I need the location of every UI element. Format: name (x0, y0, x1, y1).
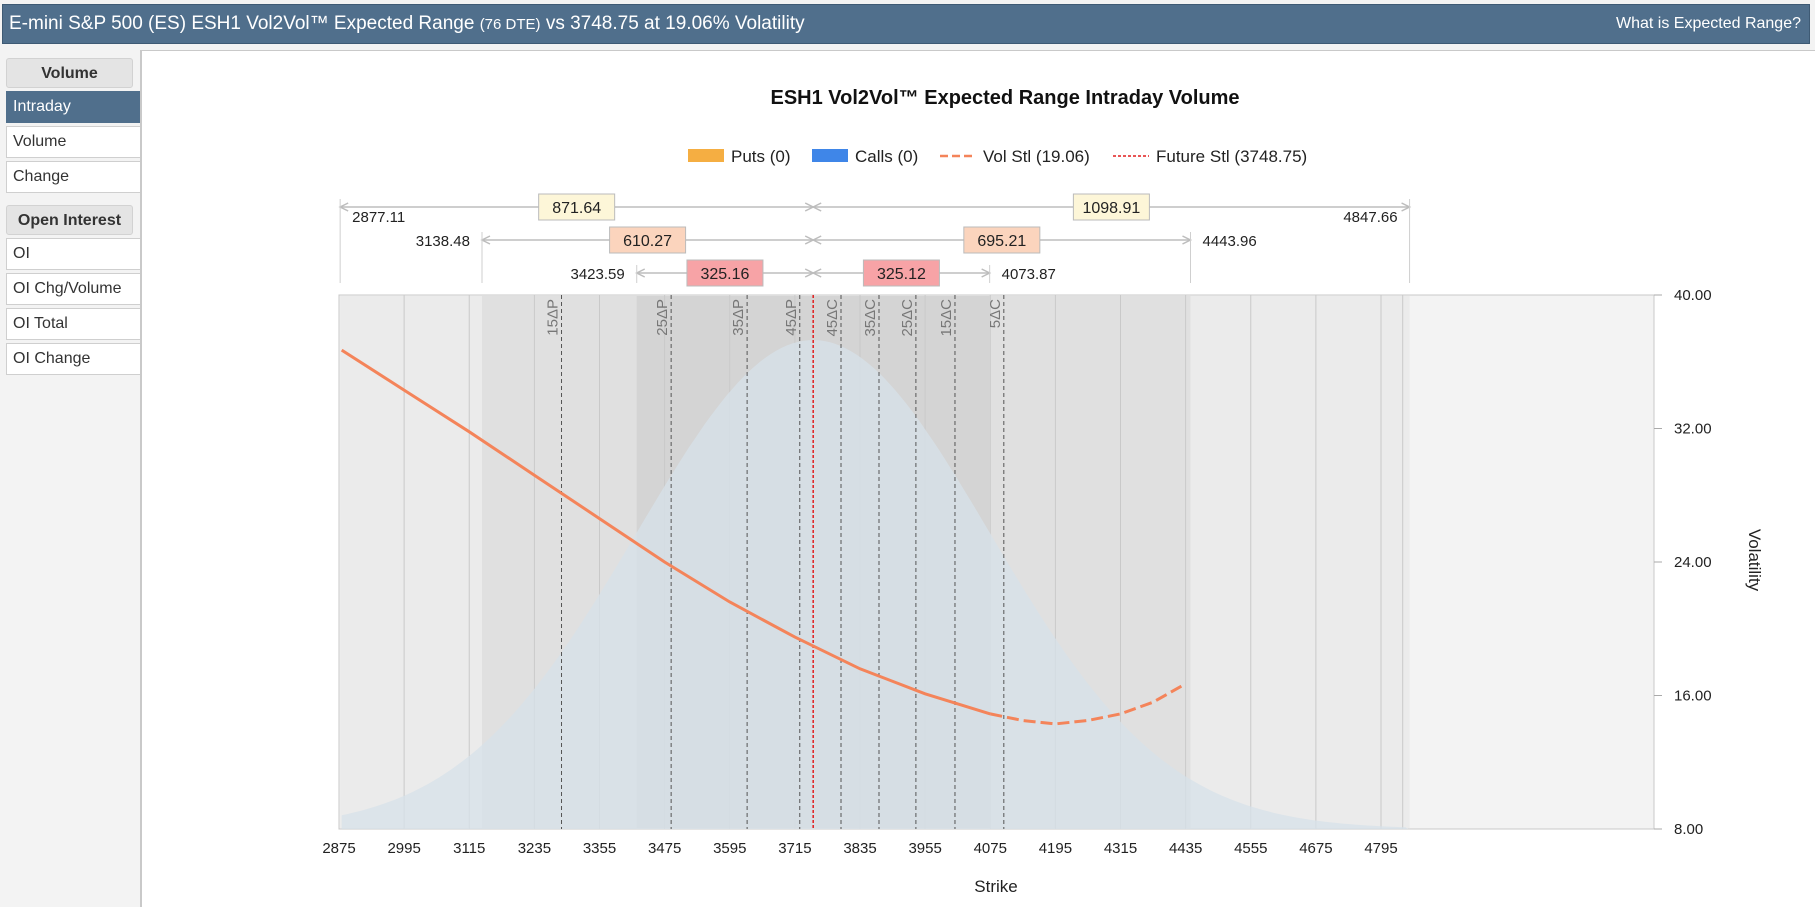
range-down-value: 871.64 (552, 200, 601, 217)
range-arrow-center (804, 235, 822, 245)
x-tick-label: 3355 (583, 840, 616, 857)
delta-label: 45ΔC (824, 299, 841, 337)
sidebar-item-oi-change[interactable]: OI Change (6, 343, 140, 375)
delta-label: 15ΔP (545, 299, 562, 336)
range-down-value-box (609, 226, 687, 254)
range-down-value: 610.27 (623, 233, 672, 250)
x-tick-label: 3475 (648, 840, 681, 857)
probability-distribution (341, 340, 1409, 829)
x-tick-label: 3115 (453, 840, 485, 857)
title-main: E-mini S&P 500 (ES) ESH1 Vol2Vol™ Expect… (9, 13, 475, 34)
range-high-label: 4847.66 (1343, 209, 1397, 226)
range-down-value-box (686, 259, 764, 287)
range-down-value-box (538, 193, 616, 221)
title-rest: vs 3748.75 at 19.06% Volatility (545, 13, 805, 34)
top-bar: E-mini S&P 500 (ES) ESH1 Vol2Vol™ Expect… (2, 4, 1810, 44)
page-title: E-mini S&P 500 (ES) ESH1 Vol2Vol™ Expect… (9, 13, 805, 35)
range-up-value: 695.21 (977, 233, 1026, 250)
range-arrow-center (804, 202, 822, 212)
sidebar-item-change[interactable]: Change (6, 161, 140, 193)
volume-section-header: Volume (6, 58, 133, 88)
x-tick-label: 3715 (778, 840, 811, 857)
range-up-value-box (1072, 193, 1150, 221)
legend-calls-swatch (812, 149, 848, 162)
range-low-label: 2877.11 (352, 209, 405, 226)
delta-label: 25ΔP (654, 299, 671, 336)
x-tick-label: 2995 (387, 840, 420, 857)
title-dte: (76 DTE) (479, 16, 541, 33)
delta-label: 25ΔC (899, 299, 916, 337)
y-tick-label: 16.00 (1674, 688, 1712, 705)
x-tick-label: 4195 (1039, 840, 1072, 857)
legend-puts-label: Puts (0) (731, 147, 791, 166)
range-low-label: 3138.48 (416, 233, 470, 250)
range-down-value: 325.16 (700, 266, 749, 283)
y-tick-label: 40.00 (1674, 287, 1712, 304)
sidebar: Volume Intraday Volume Change Open Inter… (6, 58, 140, 375)
delta-label: 35ΔP (730, 299, 747, 336)
y-tick-label: 8.00 (1674, 821, 1703, 838)
vol-stl-curve (340, 348, 991, 716)
delta-label: 5ΔC (987, 299, 1004, 328)
x-tick-label: 4315 (1104, 840, 1137, 857)
x-tick-label: 4555 (1234, 840, 1267, 857)
legend-puts-swatch (688, 149, 724, 162)
sidebar-item-intraday[interactable]: Intraday (6, 91, 140, 123)
sidebar-item-oi[interactable]: OI (6, 238, 140, 270)
sidebar-item-volume[interactable]: Volume (6, 126, 140, 158)
legend-future-stl-label: Future Stl (3748.75) (1156, 147, 1307, 166)
x-tick-label: 4435 (1169, 840, 1202, 857)
x-tick-label: 4795 (1364, 840, 1397, 857)
chart-title: ESH1 Vol2Vol™ Expected Range Intraday Vo… (770, 87, 1239, 109)
legend-vol-stl-label: Vol Stl (19.06) (983, 147, 1090, 166)
range-arrow-center (804, 268, 822, 278)
open-interest-section-header: Open Interest (6, 205, 133, 235)
legend-calls-label: Calls (0) (855, 147, 918, 166)
x-tick-label: 3595 (713, 840, 746, 857)
x-tick-label: 4675 (1299, 840, 1332, 857)
x-tick-label: 2875 (322, 840, 355, 857)
delta-label: 35ΔC (862, 299, 879, 337)
sidebar-item-oi-chg-volume[interactable]: OI Chg/Volume (6, 273, 140, 305)
range-high-label: 4443.96 (1202, 233, 1256, 250)
y-tick-label: 24.00 (1674, 554, 1712, 571)
x-tick-label: 3835 (843, 840, 876, 857)
range-up-value-box (862, 259, 940, 287)
x-tick-label: 3235 (518, 840, 551, 857)
range-low-label: 3423.59 (570, 266, 624, 283)
delta-label: 45ΔP (783, 299, 800, 336)
x-tick-label: 3955 (908, 840, 941, 857)
y-tick-label: 32.00 (1674, 421, 1712, 438)
sidebar-item-oi-total[interactable]: OI Total (6, 308, 140, 340)
range-up-value: 325.12 (877, 266, 926, 283)
range-up-value: 1098.91 (1082, 200, 1140, 217)
x-axis-label: Strike (974, 877, 1017, 896)
range-high-label: 4073.87 (1002, 266, 1056, 283)
range-up-value-box (963, 226, 1041, 254)
x-tick-label: 4075 (974, 840, 1007, 857)
y-axis-label: Volatility (1745, 529, 1764, 592)
help-link[interactable]: What is Expected Range? (1616, 15, 1801, 32)
delta-label: 15ΔC (938, 299, 955, 337)
